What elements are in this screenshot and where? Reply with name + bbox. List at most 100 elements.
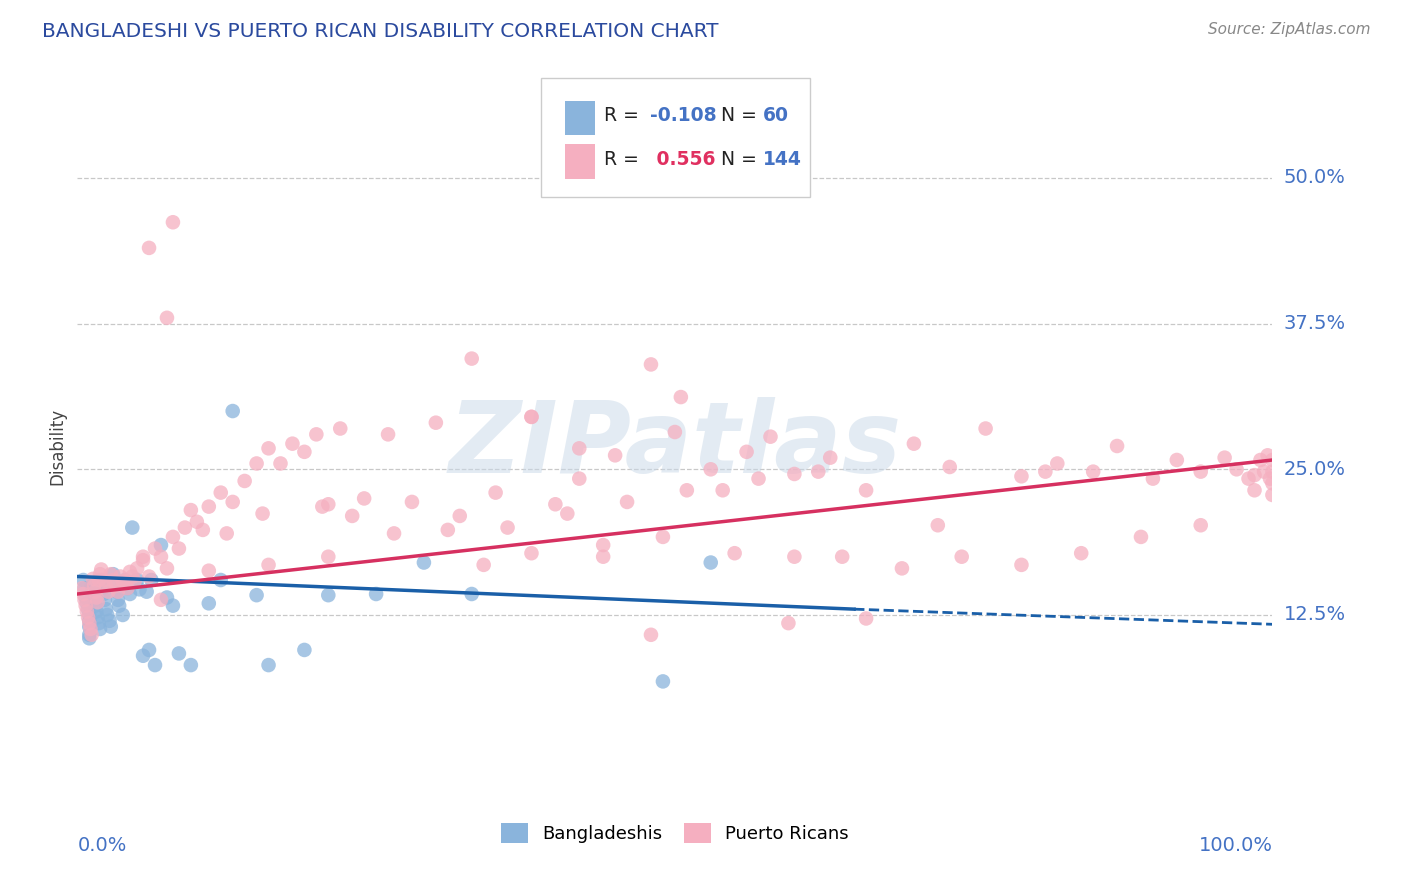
Point bbox=[84, 592, 107, 607]
Text: 0.0%: 0.0% bbox=[77, 836, 127, 855]
Point bbox=[100, 567, 122, 582]
Point bbox=[484, 485, 508, 500]
Point bbox=[209, 573, 232, 587]
Point bbox=[318, 588, 340, 602]
Point bbox=[640, 358, 662, 372]
Point bbox=[257, 558, 280, 572]
Point bbox=[180, 658, 202, 673]
Point bbox=[748, 472, 770, 486]
Point bbox=[75, 591, 97, 605]
Point bbox=[974, 421, 997, 435]
Point bbox=[162, 215, 184, 229]
Point bbox=[73, 581, 96, 595]
Point bbox=[96, 607, 118, 622]
Point bbox=[87, 616, 110, 631]
Point bbox=[93, 587, 115, 601]
Text: -0.108: -0.108 bbox=[650, 106, 717, 125]
Point bbox=[132, 553, 155, 567]
Point bbox=[366, 587, 388, 601]
Point bbox=[1166, 453, 1188, 467]
Point bbox=[903, 436, 925, 450]
Point bbox=[111, 607, 134, 622]
Point bbox=[222, 404, 245, 418]
Point bbox=[70, 581, 93, 595]
Text: R =: R = bbox=[605, 106, 645, 125]
Point bbox=[318, 549, 340, 564]
Point bbox=[90, 562, 112, 576]
Point bbox=[118, 587, 141, 601]
Point bbox=[305, 427, 328, 442]
Point bbox=[1035, 465, 1057, 479]
Point bbox=[72, 587, 94, 601]
Point bbox=[76, 605, 98, 619]
Point bbox=[669, 390, 692, 404]
Point bbox=[1070, 546, 1092, 560]
Point bbox=[186, 515, 208, 529]
Point bbox=[84, 584, 107, 599]
Point bbox=[105, 584, 128, 599]
Text: N =: N = bbox=[721, 150, 763, 169]
Point bbox=[950, 549, 973, 564]
Point bbox=[855, 483, 877, 498]
Point bbox=[87, 573, 110, 587]
Point bbox=[1046, 457, 1069, 471]
Point bbox=[257, 658, 280, 673]
FancyBboxPatch shape bbox=[565, 101, 595, 136]
Text: R =: R = bbox=[605, 150, 645, 169]
Point bbox=[807, 465, 830, 479]
Text: 60: 60 bbox=[763, 106, 789, 125]
Point bbox=[150, 592, 173, 607]
Point bbox=[413, 556, 436, 570]
Point bbox=[557, 507, 579, 521]
Point bbox=[97, 584, 120, 599]
Point bbox=[1189, 465, 1212, 479]
Point bbox=[246, 457, 269, 471]
Point bbox=[124, 574, 146, 589]
Point bbox=[79, 607, 101, 622]
Point bbox=[1261, 453, 1284, 467]
Point bbox=[1243, 483, 1265, 498]
Point bbox=[150, 538, 173, 552]
Text: 12.5%: 12.5% bbox=[1284, 606, 1346, 624]
Point bbox=[86, 591, 108, 605]
Point bbox=[156, 591, 179, 605]
Point bbox=[257, 442, 280, 456]
Point bbox=[652, 674, 675, 689]
Point bbox=[91, 581, 114, 595]
Point bbox=[82, 587, 104, 601]
Point bbox=[939, 460, 962, 475]
Point bbox=[759, 430, 782, 444]
Point bbox=[1261, 465, 1284, 479]
Point bbox=[86, 605, 108, 619]
Point bbox=[73, 592, 96, 607]
Point bbox=[377, 427, 399, 442]
Point bbox=[1011, 558, 1033, 572]
Point bbox=[107, 584, 129, 599]
Point bbox=[891, 561, 914, 575]
Point bbox=[1011, 469, 1033, 483]
Point bbox=[138, 241, 160, 255]
Point bbox=[544, 497, 567, 511]
Point bbox=[1189, 518, 1212, 533]
Point bbox=[281, 436, 304, 450]
Point bbox=[77, 602, 100, 616]
Point bbox=[292, 445, 315, 459]
Point bbox=[724, 546, 747, 560]
Point bbox=[311, 500, 333, 514]
Point bbox=[700, 462, 723, 476]
Point bbox=[1250, 453, 1272, 467]
Text: BANGLADESHI VS PUERTO RICAN DISABILITY CORRELATION CHART: BANGLADESHI VS PUERTO RICAN DISABILITY C… bbox=[42, 22, 718, 41]
Text: Source: ZipAtlas.com: Source: ZipAtlas.com bbox=[1208, 22, 1371, 37]
Point bbox=[104, 579, 127, 593]
Point bbox=[135, 584, 157, 599]
Point bbox=[138, 643, 160, 657]
Point bbox=[209, 485, 232, 500]
Point bbox=[191, 523, 214, 537]
Point bbox=[783, 549, 806, 564]
Point bbox=[98, 614, 121, 628]
Point bbox=[197, 500, 219, 514]
Point bbox=[700, 556, 723, 570]
Point bbox=[735, 445, 758, 459]
Point bbox=[128, 582, 150, 597]
Point bbox=[233, 474, 256, 488]
